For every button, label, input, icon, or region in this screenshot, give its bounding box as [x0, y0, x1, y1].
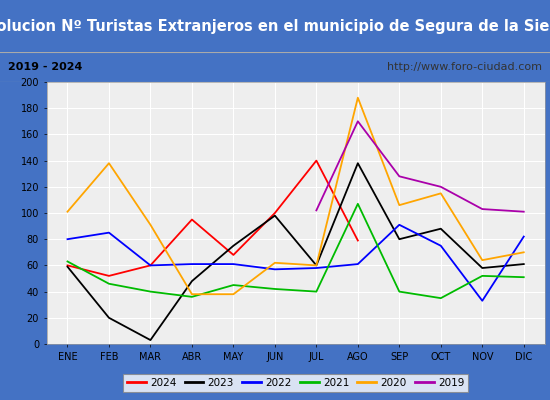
Text: http://www.foro-ciudad.com: http://www.foro-ciudad.com [387, 62, 542, 72]
Legend: 2024, 2023, 2022, 2021, 2020, 2019: 2024, 2023, 2022, 2021, 2020, 2019 [123, 374, 469, 392]
Text: 2019 - 2024: 2019 - 2024 [8, 62, 82, 72]
Text: Evolucion Nº Turistas Extranjeros en el municipio de Segura de la Sierra: Evolucion Nº Turistas Extranjeros en el … [0, 18, 550, 34]
